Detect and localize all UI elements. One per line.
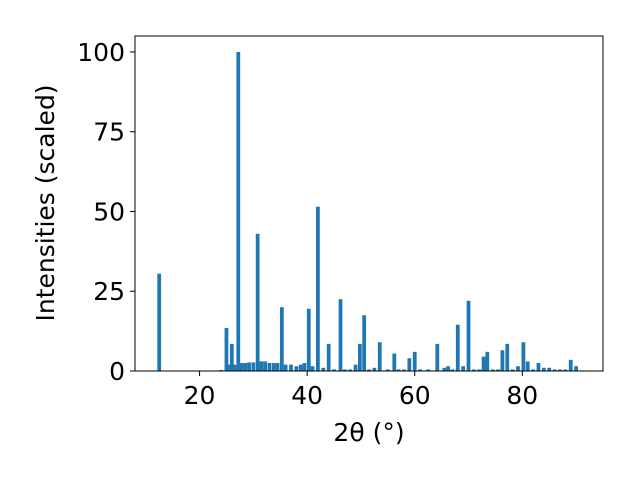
bar [510,369,515,371]
x-tick-label: 20 [184,381,216,410]
bar [157,273,162,371]
bar [402,369,406,371]
bar [326,343,331,371]
bar [568,359,573,371]
bar [516,366,520,371]
bar [302,363,307,371]
bar [446,366,450,371]
bar [362,315,367,371]
bar [481,356,486,371]
bar [450,369,455,371]
bar [536,363,541,371]
bar [236,51,241,371]
bar [558,369,562,371]
bar [229,343,234,371]
bar [342,369,347,371]
bar [426,369,431,371]
bar [348,369,353,371]
bar [521,342,526,371]
bar [232,364,237,371]
bar [224,327,229,371]
x-tick-label: 40 [291,381,323,410]
bar [442,367,447,371]
bar [239,363,244,371]
bar [505,343,510,371]
bar [552,369,557,371]
bar [353,364,358,371]
bar [306,308,311,371]
y-tick-label: 100 [77,38,125,67]
bar [477,369,482,371]
bar [267,363,272,371]
y-axis-label: Intensities (scaled) [31,84,60,321]
bar [259,361,264,371]
bar [275,363,280,371]
bar [531,369,535,371]
bar [407,358,412,371]
x-axis: 20 40 60 80 [184,371,538,410]
bar [283,364,288,371]
bar [412,351,417,371]
bar [332,369,336,371]
bar [372,367,377,371]
bar [338,299,343,371]
bar [316,206,320,371]
bar [321,367,326,371]
y-tick-label: 25 [93,277,125,306]
y-tick-label: 0 [109,357,125,386]
bar [455,324,460,371]
bar [396,369,401,371]
bar [227,364,232,371]
bar [485,351,490,371]
y-axis: 0 25 50 75 100 [77,38,135,386]
bar [490,369,495,371]
bar [541,367,546,371]
bar [563,369,568,371]
bar [310,366,315,371]
bar [251,362,256,371]
bar [466,300,471,371]
bar [279,307,284,371]
bars-group [157,51,578,371]
bar [496,369,500,371]
bar [472,369,476,371]
bar [294,366,299,371]
bar [547,367,552,371]
bar [243,363,248,371]
y-tick-label: 75 [93,118,125,147]
bar [385,369,390,371]
plot-frame [134,35,604,372]
y-tick-label: 50 [93,197,125,226]
bar [367,369,371,371]
x-tick-label: 60 [399,381,431,410]
bar [377,342,382,371]
bar [574,366,578,371]
bar [255,233,260,371]
x-axis-label: 2θ (°) [333,418,404,447]
bar [392,353,397,371]
bar [271,363,276,371]
bar [357,343,362,371]
bar [461,366,466,371]
bar [263,361,268,371]
bar [418,369,422,371]
bar [247,362,251,371]
bar [298,364,303,371]
bar [525,361,530,371]
bar [500,350,505,371]
bar [435,343,440,371]
bar [289,364,293,371]
x-tick-label: 80 [506,381,538,410]
